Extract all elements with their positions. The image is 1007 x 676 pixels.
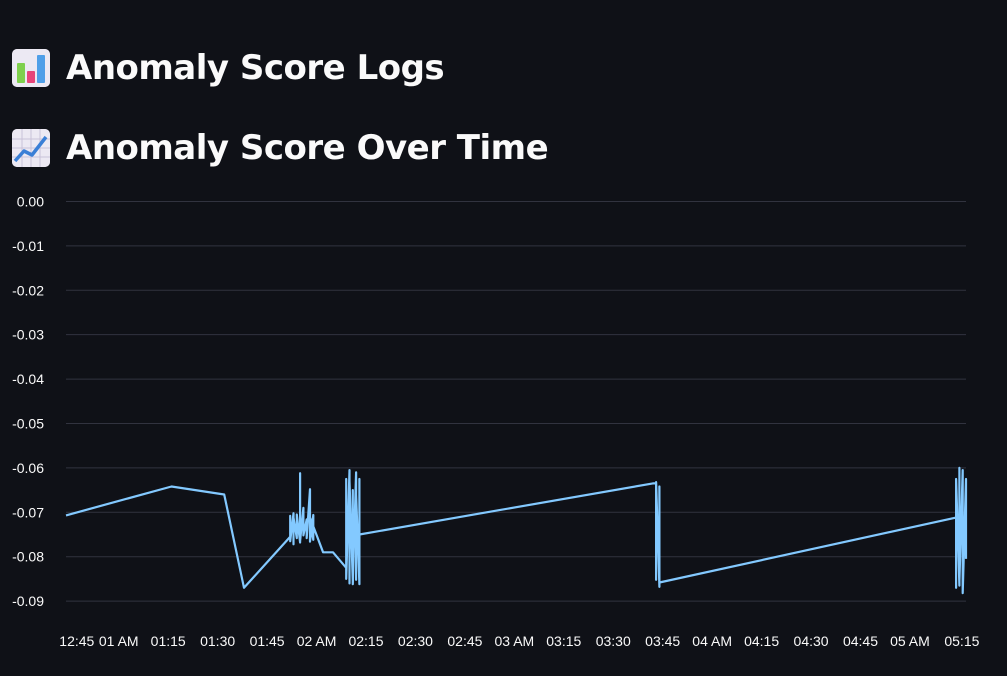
y-tick-label: -0.03 [12, 327, 44, 343]
x-tick-label: 01 AM [99, 633, 139, 649]
x-tick-label: 02:30 [398, 633, 433, 649]
x-tick-label: 04 AM [692, 633, 732, 649]
x-tick-label: 03:45 [645, 633, 680, 649]
x-tick-label: 01:15 [151, 633, 186, 649]
y-tick-label: -0.04 [12, 371, 44, 387]
y-tick-label: -0.01 [12, 238, 44, 254]
page-title: Anomaly Score Logs [12, 48, 445, 88]
x-tick-label: 04:45 [843, 633, 878, 649]
page-title-text: Anomaly Score Logs [66, 48, 445, 88]
y-tick-label: 0.00 [17, 193, 44, 209]
x-tick-label: 02 AM [297, 633, 337, 649]
y-tick-label: -0.09 [12, 593, 44, 609]
x-tick-label: 04:30 [794, 633, 829, 649]
y-tick-label: -0.06 [12, 460, 44, 476]
x-tick-label: 05:15 [944, 633, 979, 649]
x-tick-label: 03:30 [596, 633, 631, 649]
x-tick-label: 04:15 [744, 633, 779, 649]
x-tick-label: 12:45 [59, 633, 94, 649]
x-tick-label: 01:30 [200, 633, 235, 649]
chart-increasing-emoji-icon [12, 129, 50, 167]
x-tick-label: 02:45 [447, 633, 482, 649]
x-tick-label: 01:45 [250, 633, 285, 649]
x-tick-label: 02:15 [348, 633, 383, 649]
y-tick-label: -0.05 [12, 415, 44, 431]
y-tick-label: -0.07 [12, 504, 44, 520]
x-tick-label: 03:15 [546, 633, 581, 649]
y-tick-label: -0.02 [12, 282, 44, 298]
y-tick-label: -0.08 [12, 549, 44, 565]
anomaly-score-series-line[interactable] [65, 466, 968, 595]
x-tick-label: 03 AM [495, 633, 535, 649]
section-heading: Anomaly Score Over Time [12, 128, 549, 168]
x-tick-label: 05 AM [890, 633, 930, 649]
section-heading-text: Anomaly Score Over Time [66, 128, 549, 168]
anomaly-line-chart[interactable]: 0.00 -0.01 -0.02 -0.03 -0.04 -0.05 -0.06 -0.07 -… [0, 185, 1007, 676]
bar-chart-emoji-icon [12, 49, 50, 87]
